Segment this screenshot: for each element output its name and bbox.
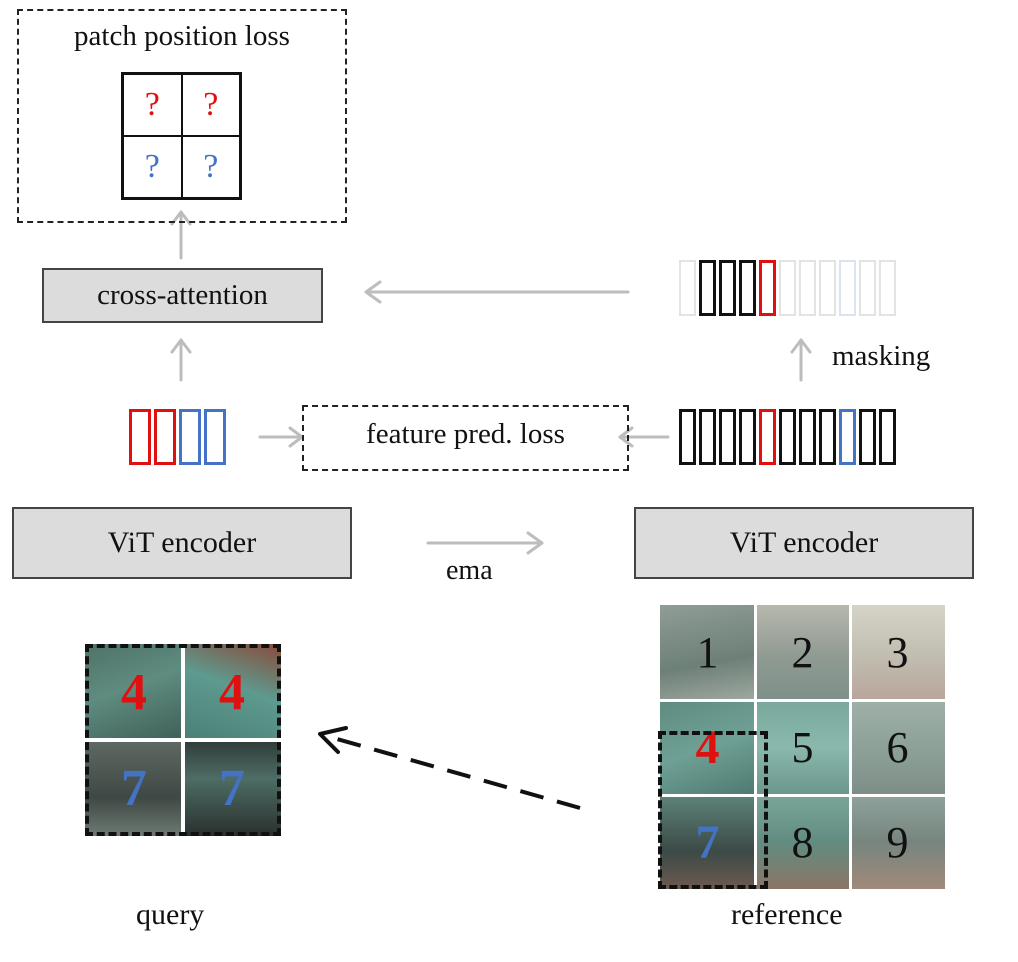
cross-attention-label: cross-attention: [97, 279, 268, 311]
reference-patch-bg: [850, 700, 945, 795]
ema-label: ema: [446, 555, 493, 586]
arrow-crop-reference-to-query: [318, 726, 581, 810]
reference-patch-bg: [660, 605, 755, 700]
reference-grid-line-h: [660, 699, 945, 702]
masked-token: [719, 260, 736, 316]
reference-token-blue: [839, 409, 856, 465]
query-token-red: [129, 409, 151, 465]
reference-patch-bg: [850, 605, 945, 700]
masked-token: [699, 260, 716, 316]
position-cell-red-1: ?: [123, 74, 182, 136]
reference-patch-bg: [850, 795, 945, 889]
query-patch-bg: [183, 740, 281, 836]
reference-token: [859, 409, 876, 465]
masking-label: masking: [832, 340, 931, 372]
masked-token-blue: [839, 260, 856, 316]
reference-patch-label-blue: 7: [695, 815, 720, 869]
reference-patch-label: 8: [791, 817, 814, 867]
reference-patch-label: 9: [886, 817, 909, 867]
arrow-masked-to-crossattn: [364, 280, 630, 304]
query-image: 4 4 7 7: [85, 644, 281, 836]
reference-token: [779, 409, 796, 465]
reference-patch-bg: [660, 700, 755, 795]
reference-crop-frame: [658, 731, 768, 889]
reference-token-row: [679, 409, 896, 465]
reference-patch-bg: [755, 700, 850, 795]
arrow-tokens-to-crossattn: [170, 338, 192, 382]
query-grid-line-h: [85, 738, 281, 742]
query-token-red: [154, 409, 176, 465]
masked-token: [679, 260, 696, 316]
position-cell-red-2: ?: [181, 74, 240, 136]
arrow-masking: [790, 338, 812, 382]
reference-token: [739, 409, 756, 465]
query-label: query: [136, 898, 205, 931]
reference-patch-label: 2: [791, 628, 814, 677]
reference-patch-bg: [755, 605, 850, 700]
reference-token: [679, 409, 696, 465]
reference-patch-bg: [755, 795, 850, 889]
vit-encoder-right: ViT encoder: [634, 507, 974, 579]
reference-grid-line-h: [660, 794, 945, 797]
position-loss-title: patch position loss: [74, 20, 290, 52]
query-patch-label-red: 4: [121, 663, 147, 721]
reference-label: reference: [731, 898, 843, 931]
reference-grid-line-v: [849, 605, 852, 889]
reference-patch-label: 5: [791, 723, 814, 772]
query-token-blue: [204, 409, 226, 465]
position-grid: ? ? ? ?: [121, 72, 242, 200]
query-crop-frame: [85, 644, 281, 836]
masked-token: [859, 260, 876, 316]
masked-token-row: [679, 260, 896, 316]
feature-loss-label: feature pred. loss: [366, 418, 565, 450]
reference-patch-label: 1: [696, 628, 719, 677]
vit-encoder-left-label: ViT encoder: [107, 526, 257, 559]
arrow-query-to-feature-loss: [258, 426, 304, 448]
masked-token: [819, 260, 836, 316]
reference-token: [699, 409, 716, 465]
masked-token-red: [759, 260, 776, 316]
reference-token: [799, 409, 816, 465]
query-patch-bg: [183, 644, 281, 740]
reference-token: [879, 409, 896, 465]
reference-patch-bg: [660, 795, 755, 889]
position-loss-box: [17, 9, 347, 223]
query-token-row: [129, 409, 226, 465]
feature-loss-box: [302, 405, 629, 471]
position-cell-blue-2: ?: [181, 136, 240, 198]
masked-token: [739, 260, 756, 316]
vit-encoder-left: ViT encoder: [12, 507, 352, 579]
query-patch-bg: [85, 644, 183, 740]
reference-patch-label: 3: [886, 628, 909, 677]
reference-patch-label-red: 4: [695, 721, 720, 774]
query-patch-bg: [85, 740, 183, 836]
reference-grid-line-v: [754, 605, 757, 889]
arrow-crossattn-to-position-loss: [170, 210, 192, 260]
masked-token: [779, 260, 796, 316]
query-patch-label-blue: 7: [121, 759, 147, 817]
position-cell-blue-1: ?: [123, 136, 182, 198]
masked-token: [799, 260, 816, 316]
masked-token: [879, 260, 896, 316]
vit-encoder-right-label: ViT encoder: [729, 526, 879, 559]
reference-token-red: [759, 409, 776, 465]
reference-token: [719, 409, 736, 465]
arrow-ema: [426, 531, 544, 555]
reference-patch-label: 6: [886, 723, 909, 772]
reference-image: 1 2 3 4 5 6 7 8 9: [660, 605, 945, 889]
reference-token: [819, 409, 836, 465]
query-patch-label-red: 4: [219, 663, 245, 721]
query-patch-label-blue: 7: [219, 759, 245, 817]
query-token-blue: [179, 409, 201, 465]
cross-attention-box: cross-attention: [42, 268, 323, 323]
